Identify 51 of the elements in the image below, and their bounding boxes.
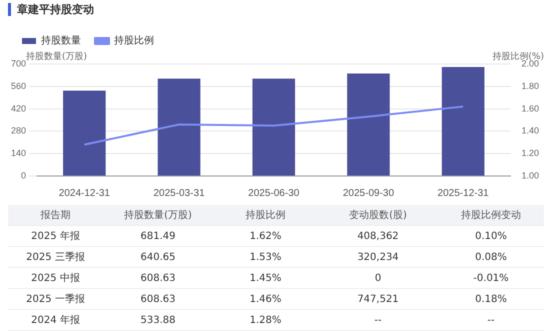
x-tick-label: 2025-12-31 <box>438 188 490 199</box>
text: 2025 年报 <box>30 230 81 243</box>
text: 0.08% <box>474 252 508 262</box>
text: 608.63 <box>140 294 176 304</box>
x-tick-label: 2025-03-31 <box>153 188 206 199</box>
text: 2025 三季报 <box>25 250 86 264</box>
y-tick-label: 280 <box>10 126 26 136</box>
x-tick-label: 2025-06-30 <box>248 188 300 199</box>
y-tick-label: 0 <box>21 170 26 180</box>
y2-tick-label: 1.00 <box>521 170 540 180</box>
y-axis-title: 持股数量(万股) <box>26 50 88 63</box>
text: 1.53% <box>248 252 282 262</box>
text: 2025 一季报 <box>25 292 86 306</box>
text: 变动股数(股) <box>348 208 408 222</box>
text: 320,234 <box>356 252 400 262</box>
text: 408,362 <box>356 230 400 242</box>
y2-tick-label: 1.40 <box>521 126 540 136</box>
text: 1.46% <box>248 294 282 304</box>
text: 0 <box>374 272 382 284</box>
text: -- <box>486 314 496 326</box>
text: 0.10% <box>474 230 508 242</box>
y-tick-label: 560 <box>10 80 26 91</box>
text: 640.65 <box>140 252 176 262</box>
text: -0.01% <box>472 272 510 284</box>
y-tick-label: 700 <box>10 58 26 68</box>
text: 持股比例 <box>244 208 286 222</box>
text: 持股数量(万股) <box>123 208 193 222</box>
text: 2025 中报 <box>30 272 81 285</box>
y2-axis-title: 持股比例(%) <box>492 50 544 62</box>
text: 1.62% <box>248 230 282 242</box>
legend-label: 持股比例 <box>114 34 154 47</box>
x-tick-label: 2025-09-30 <box>342 188 394 199</box>
text: 1.28% <box>248 314 282 326</box>
text: 1.45% <box>248 272 282 284</box>
text: 0.18% <box>474 294 508 304</box>
text: 533.88 <box>140 314 176 326</box>
text: 747,521 <box>356 294 400 304</box>
y-tick-label: 420 <box>10 103 26 114</box>
x-tick-label: 2024-12-31 <box>58 188 110 199</box>
y-tick-label: 140 <box>10 148 26 158</box>
text: 681.49 <box>140 230 176 242</box>
chart-title: 章建平持股变动 <box>8 3 94 16</box>
legend-label: 持股数量 <box>41 34 81 47</box>
text: 608.63 <box>140 272 176 284</box>
text: -- <box>373 314 383 326</box>
y2-tick-label: 1.60 <box>521 103 540 114</box>
text: 报告期 <box>40 208 72 222</box>
y2-tick-label: 1.80 <box>521 80 540 91</box>
y2-tick-label: 1.20 <box>521 148 540 158</box>
text: 2024 年报 <box>30 314 81 327</box>
text: 持股比例变动 <box>460 208 522 222</box>
